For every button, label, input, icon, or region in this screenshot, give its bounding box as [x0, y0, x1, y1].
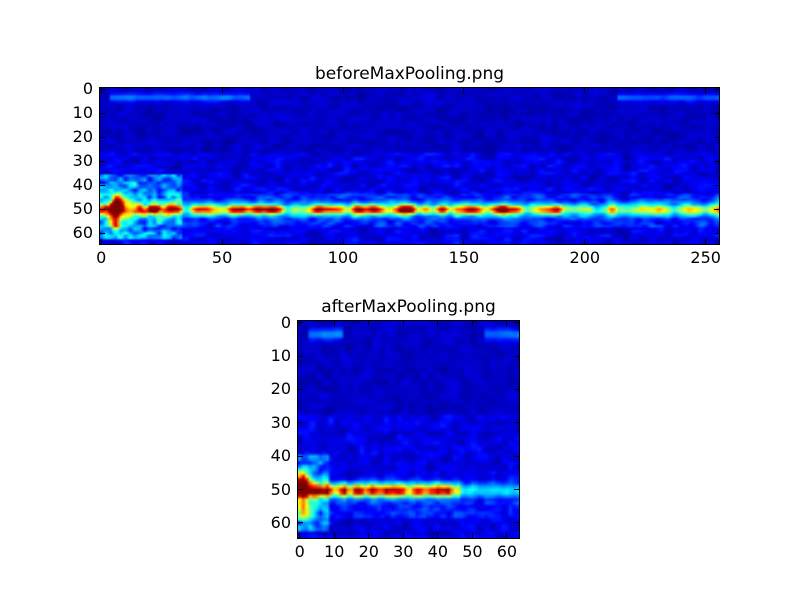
- y-tick-label: 10: [270, 346, 291, 366]
- tick-mark: [506, 321, 508, 326]
- y-tick-label: 60: [72, 223, 93, 243]
- tick-mark: [342, 239, 344, 244]
- before-maxpooling-plot: beforeMaxPooling.png 0 50 100 150 200 250 0 10 2…: [73, 64, 721, 267]
- tick-mark: [714, 184, 719, 186]
- tick-mark: [714, 232, 719, 234]
- tick-mark: [402, 321, 404, 326]
- tick-mark: [299, 321, 301, 326]
- y-tick-label: 40: [270, 446, 291, 466]
- y-tick-label: 20: [72, 127, 93, 147]
- tick-mark: [100, 88, 102, 93]
- x-tick-label: 50: [211, 248, 233, 267]
- tick-mark: [714, 88, 719, 90]
- y-tick-label: 30: [72, 151, 93, 171]
- tick-mark: [221, 88, 223, 93]
- tick-mark: [100, 184, 105, 186]
- tick-mark: [100, 136, 105, 138]
- tick-mark: [298, 455, 303, 457]
- tick-mark: [437, 533, 439, 538]
- x-tick-label: 50: [462, 542, 483, 561]
- x-tick-label: 150: [448, 248, 480, 267]
- x-tick-label: 200: [569, 248, 601, 267]
- tick-mark: [471, 533, 473, 538]
- after-maxpooling-plot: afterMaxPooling.png 0 10 20 30 40 50 60 0 10 20 30…: [271, 297, 520, 561]
- y-tick-label: 50: [72, 199, 93, 219]
- y-tick-label: 0: [280, 312, 291, 332]
- tick-mark: [299, 533, 301, 538]
- y-tick-label: 50: [270, 479, 291, 499]
- tick-mark: [100, 160, 105, 162]
- before-maxpooling-heatmap: [100, 88, 719, 244]
- after-maxpooling-heatmap: [298, 321, 519, 538]
- tick-mark: [463, 88, 465, 93]
- tick-mark: [368, 533, 370, 538]
- x-tick-label: 0: [294, 542, 305, 561]
- tick-mark: [298, 322, 303, 324]
- plot-title-before: beforeMaxPooling.png: [314, 64, 505, 84]
- tick-mark: [514, 455, 519, 457]
- x-tick-label: 250: [690, 248, 721, 267]
- tick-mark: [298, 522, 303, 524]
- tick-mark: [100, 232, 105, 234]
- y-tick-label: 10: [72, 103, 93, 123]
- tick-mark: [714, 208, 719, 210]
- tick-mark: [100, 239, 102, 244]
- x-tick-label: 10: [324, 542, 345, 561]
- tick-mark: [463, 239, 465, 244]
- tick-mark: [714, 112, 719, 114]
- tick-mark: [514, 422, 519, 424]
- tick-mark: [584, 88, 586, 93]
- tick-mark: [471, 321, 473, 326]
- tick-mark: [342, 88, 344, 93]
- tick-mark: [333, 321, 335, 326]
- tick-mark: [221, 239, 223, 244]
- x-tick-label: 20: [358, 542, 379, 561]
- y-tick-label: 30: [270, 412, 291, 432]
- tick-mark: [584, 239, 586, 244]
- tick-mark: [333, 533, 335, 538]
- x-tick-label: 30: [393, 542, 414, 561]
- tick-mark: [368, 321, 370, 326]
- tick-mark: [402, 533, 404, 538]
- y-tick-label: 40: [72, 175, 93, 195]
- tick-mark: [298, 489, 303, 491]
- tick-mark: [298, 422, 303, 424]
- x-tick-label: 100: [327, 248, 359, 267]
- tick-mark: [514, 522, 519, 524]
- x-tick-label: 0: [96, 248, 107, 267]
- tick-mark: [514, 322, 519, 324]
- tick-mark: [100, 112, 105, 114]
- tick-mark: [514, 489, 519, 491]
- tick-mark: [298, 355, 303, 357]
- tick-mark: [514, 388, 519, 390]
- tick-mark: [714, 136, 719, 138]
- x-tick-label: 60: [496, 542, 518, 561]
- x-tick-label: 40: [427, 542, 449, 561]
- tick-mark: [437, 321, 439, 326]
- tick-mark: [298, 388, 303, 390]
- tick-mark: [514, 355, 519, 357]
- tick-mark: [705, 239, 707, 244]
- tick-mark: [714, 160, 719, 162]
- tick-mark: [100, 208, 105, 210]
- y-tick-label: 60: [270, 512, 291, 532]
- y-tick-label: 20: [270, 379, 291, 399]
- plot-title-after: afterMaxPooling.png: [321, 297, 496, 317]
- y-tick-label: 0: [82, 79, 93, 99]
- tick-mark: [100, 88, 105, 90]
- tick-mark: [506, 533, 508, 538]
- tick-mark: [705, 88, 707, 93]
